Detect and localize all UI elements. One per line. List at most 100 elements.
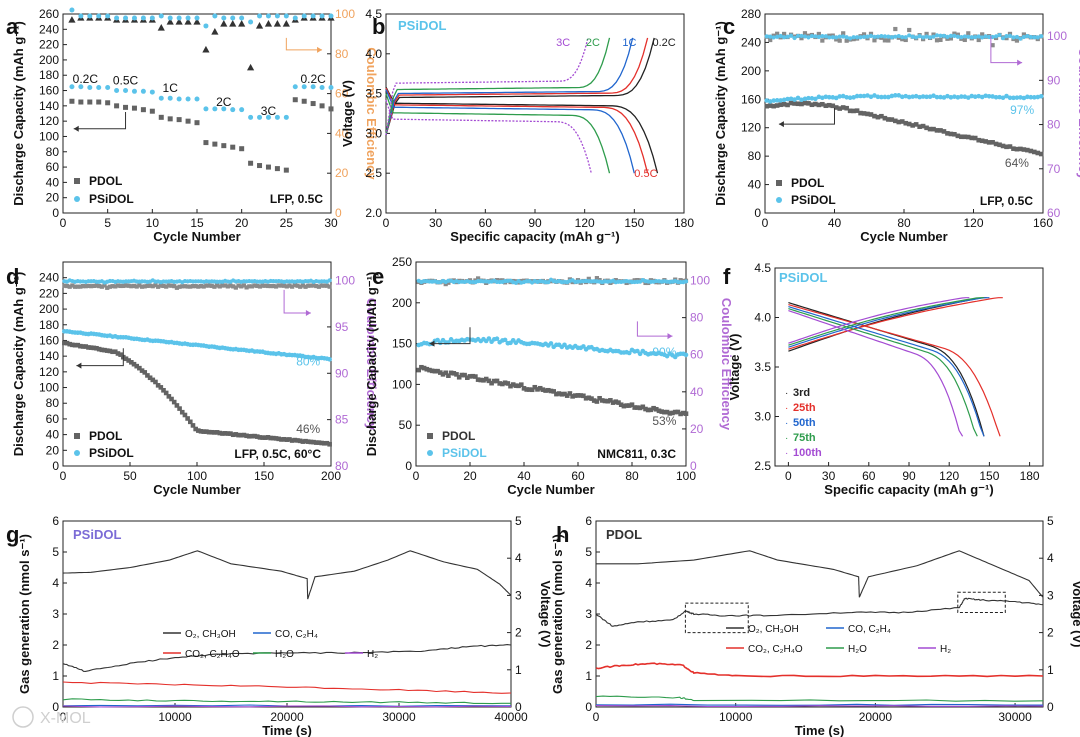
panel-d-capacity-point: [324, 440, 330, 446]
panel-a-legend-psidol: PSiDOL: [89, 192, 134, 206]
panel-e-capacity-point: [591, 398, 597, 403]
panel-c-capacity-point: [962, 134, 968, 140]
panel-c-ce-point: [861, 34, 867, 39]
panel-a-point-psidol: [248, 114, 254, 120]
panel-d-capacity-point: [67, 341, 72, 347]
panel-c-capacity-point: [778, 102, 783, 108]
panel-d-ce-point: [129, 284, 134, 289]
panel-a-xtick-label: 10: [146, 216, 160, 230]
panel-c-xtick-label: 80: [897, 216, 911, 230]
panel-d-capacity-point: [230, 432, 236, 438]
panel-c-legend-pdol: PDOL: [791, 176, 824, 190]
panel-d-ce-point: [298, 284, 303, 289]
panel-d-xtick-label: 100: [187, 469, 207, 483]
panel-h-title: PDOL: [606, 527, 642, 542]
panel-a-rate-label: 0.2C: [300, 72, 326, 86]
panel-d-ce-point: [241, 283, 246, 288]
panel-c-capacity-point: [955, 95, 961, 100]
panel-e-legend-psidol: PSiDOL: [442, 446, 487, 460]
panel-e-capacity-point: [613, 399, 619, 404]
panel-g-y2label: Voltage (V): [538, 581, 553, 648]
panel-d-ce-point: [110, 284, 115, 289]
panel-d-capacity-point: [185, 416, 190, 421]
panel-h-ytick-label: 6: [585, 514, 592, 528]
panel-c-capacity-point: [910, 94, 915, 99]
panel-e-y2tick-label: 80: [690, 311, 704, 325]
panel-e-capacity-point: [470, 373, 475, 379]
panel-c-capacity-point: [931, 93, 936, 98]
panel-c-capacity-point: [927, 126, 933, 132]
panel-d-ce-point: [142, 284, 147, 289]
panel-d-ytick-label: 60: [46, 412, 60, 426]
panel-c-capacity-point: [1038, 151, 1044, 157]
panel-e-capacity-point: [421, 365, 427, 371]
panel-c-capacity-point: [868, 94, 874, 100]
panel-c-ce-point: [882, 38, 887, 43]
panel-d-capacity-point: [147, 375, 153, 381]
panel-d-ce-point: [174, 285, 179, 290]
panel-c-ce-point: [844, 38, 849, 43]
panel-b-xtick-label: 30: [429, 216, 443, 230]
panel-g-y2tick-label: 5: [515, 514, 522, 528]
panel-d-ce-point: [322, 283, 327, 288]
panel-d-ce-point: [169, 283, 174, 288]
panel-d-capacity-point: [260, 435, 265, 440]
panel-c-capacity-point: [792, 101, 797, 106]
panel-f-legend-dash-100th: ·: [785, 448, 788, 459]
panel-e-capacity-point: [643, 406, 648, 412]
panel-f-ytick-label: 4.5: [754, 261, 771, 275]
panel-d-ce-point: [137, 283, 142, 288]
panel-g-xtick-label: 40000: [494, 710, 528, 724]
panel-e-ce-point: [683, 279, 689, 284]
panel-a-point-psidol-ce: [78, 13, 84, 19]
panel-h-legend-label: CO₂, C₂H₄O: [748, 644, 803, 655]
panel-b-discharge-0.2C: [385, 86, 659, 174]
panel-e-ytick-label: 50: [399, 418, 413, 432]
panel-c-ce-point: [889, 35, 894, 40]
panel-c-capacity-point: [1018, 146, 1023, 152]
panel-d-ce-point: [148, 283, 153, 288]
panel-a-ytick-label: 200: [39, 53, 59, 67]
panel-a-point-psidol: [149, 89, 155, 95]
panel-a-ytick-label: 40: [46, 175, 60, 189]
panel-d-ce-point: [236, 283, 241, 288]
panel-d-ce-point: [324, 283, 330, 288]
panel-d-ce-point: [198, 283, 204, 289]
panel-b-charge-3C: [385, 37, 589, 136]
panel-c-capacity-point: [802, 100, 808, 106]
panel-e-y2tick-label: 100: [690, 274, 710, 288]
panel-g-xtick-label: 30000: [382, 710, 416, 724]
panel-b-xtick-label: 0: [383, 216, 390, 230]
panel-c-ce-point: [907, 27, 912, 33]
panel-c-ce-point: [868, 33, 874, 38]
panel-d-ytick-label: 100: [39, 381, 59, 395]
panel-c-capacity-point: [965, 95, 971, 100]
panel-d-ce-point: [228, 283, 233, 288]
panel-d-ytick-label: 140: [39, 349, 59, 363]
panel-b-ytick-label: 2.0: [365, 206, 382, 220]
panel-e-capacity-point: [546, 387, 551, 393]
panel-c-ce-point: [903, 37, 908, 43]
panel-g-legend-label: H₂: [367, 649, 378, 660]
panel-c-ce-point: [907, 33, 912, 38]
panel-e-capacity-point: [419, 364, 424, 370]
panel-a-point-pdol: [105, 100, 111, 106]
panel-c-capacity-point: [983, 139, 988, 144]
panel-d-ce-point: [252, 283, 257, 288]
panel-a-point-pdol: [149, 108, 155, 114]
panel-c-capacity-point: [1000, 95, 1006, 101]
panel-c-ce-point: [910, 34, 915, 39]
panel-d-ce-point: [188, 284, 193, 289]
panel-c-capacity-point: [809, 102, 815, 108]
panel-d-ce-point: [105, 285, 110, 290]
panel-c-capacity-point: [799, 97, 804, 103]
panel-a-point-pdol-ce: [184, 18, 192, 25]
panel-e-xtick-label: 80: [625, 469, 639, 483]
panel-c-capacity-point: [969, 135, 975, 141]
panel-e-capacity-point: [664, 409, 670, 415]
panel-c-arrow-right-head: [1017, 59, 1023, 66]
panel-e-capacity-point: [543, 388, 548, 393]
panel-d-ce-point: [233, 285, 238, 290]
panel-c-ce-point: [799, 33, 804, 39]
panel-c-ce-point: [1014, 38, 1020, 43]
